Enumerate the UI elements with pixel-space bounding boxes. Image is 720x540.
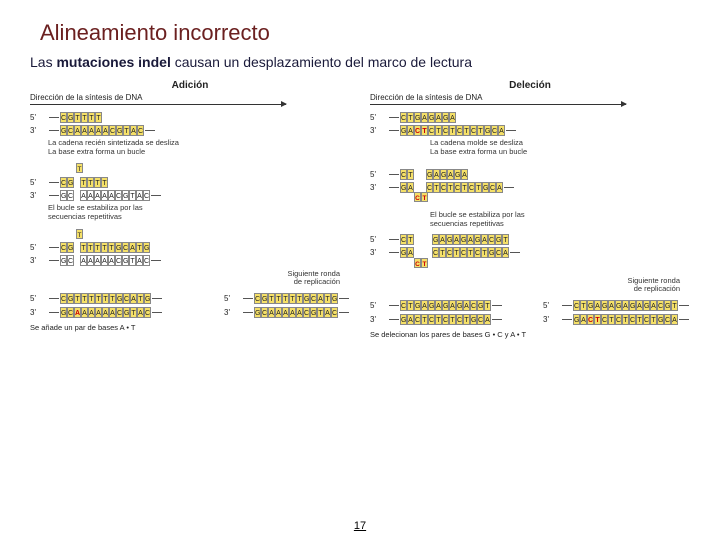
subtitle-post: causan un desplazamiento del marco de le… [171, 54, 472, 70]
direction-arrow-r [370, 104, 626, 105]
addition-loop: T [30, 161, 350, 175]
addition-cap2: El bucle se estabiliza por lassecuencias… [48, 204, 350, 221]
deletion-result: 5'CTGAGAGAGACGT 3'GACTCTCTCTGCA 5'CTGAGA… [370, 299, 690, 327]
addition-result: 5'CGTTTTTTGCATG 3'GCAAAAAACGTAC 5'CGTTTT… [30, 292, 350, 320]
addition-b3-top: 5' CGTTTTTGCATG [30, 242, 350, 254]
addition-b3-bot: 3' GCAAAAACGTAC [30, 255, 350, 267]
addition-b2-bot: 3' GCAAAAACGTAC [30, 189, 350, 201]
direction-label-r: Dirección de la síntesis de DNA [370, 93, 690, 102]
page-title: Alineamiento incorrecto [40, 20, 690, 46]
deletion-loop: CT [370, 194, 690, 208]
subtitle-bold: mutaciones indel [56, 54, 170, 70]
addition-title: Adición [30, 80, 350, 91]
panel-addition: Adición Dirección de la síntesis de DNA … [30, 80, 350, 339]
subtitle: Las mutaciones indel causan un desplazam… [30, 54, 690, 70]
deletion-b1-bot: 3' GACTCTCTCTCTGCA [370, 124, 690, 136]
subtitle-pre: Las [30, 54, 56, 70]
direction-label: Dirección de la síntesis de DNA [30, 93, 350, 102]
deletion-loop2: CT [370, 260, 690, 274]
addition-b1-top: 5' CGTTTT [30, 111, 350, 123]
page-number: 17 [354, 520, 366, 532]
deletion-b2-top: 5' CTGAGAGA [370, 168, 690, 180]
deletion-bottom-caption: Se delecionan los pares de bases G • C y… [370, 330, 690, 339]
addition-b1-bot: 3' GCAAAAACGTAC [30, 124, 350, 136]
deletion-title: Deleción [370, 80, 690, 91]
direction-arrow [30, 104, 286, 105]
addition-bottom-caption: Se añade un par de bases A • T [30, 323, 350, 332]
addition-loop2: T [30, 227, 350, 241]
addition-cap3: Siguiente rondade replicación [30, 270, 340, 287]
deletion-cap2: El bucle se estabiliza por lassecuencias… [430, 211, 690, 228]
deletion-cap3: Siguiente rondade replicación [370, 277, 680, 294]
deletion-cap1: La cadena molde se deslizaLa base extra … [430, 139, 690, 156]
deletion-b3-top: 5' CTGAGAGAGACGT [370, 234, 690, 246]
diagram-panels: Adición Dirección de la síntesis de DNA … [30, 80, 690, 339]
addition-b2-top: 5' CGTTTT [30, 176, 350, 188]
deletion-b1-top: 5' CTGAGAGA [370, 111, 690, 123]
panel-deletion: Deleción Dirección de la síntesis de DNA… [370, 80, 690, 339]
addition-cap1: La cadena recién sintetizada se deslizaL… [48, 139, 350, 156]
